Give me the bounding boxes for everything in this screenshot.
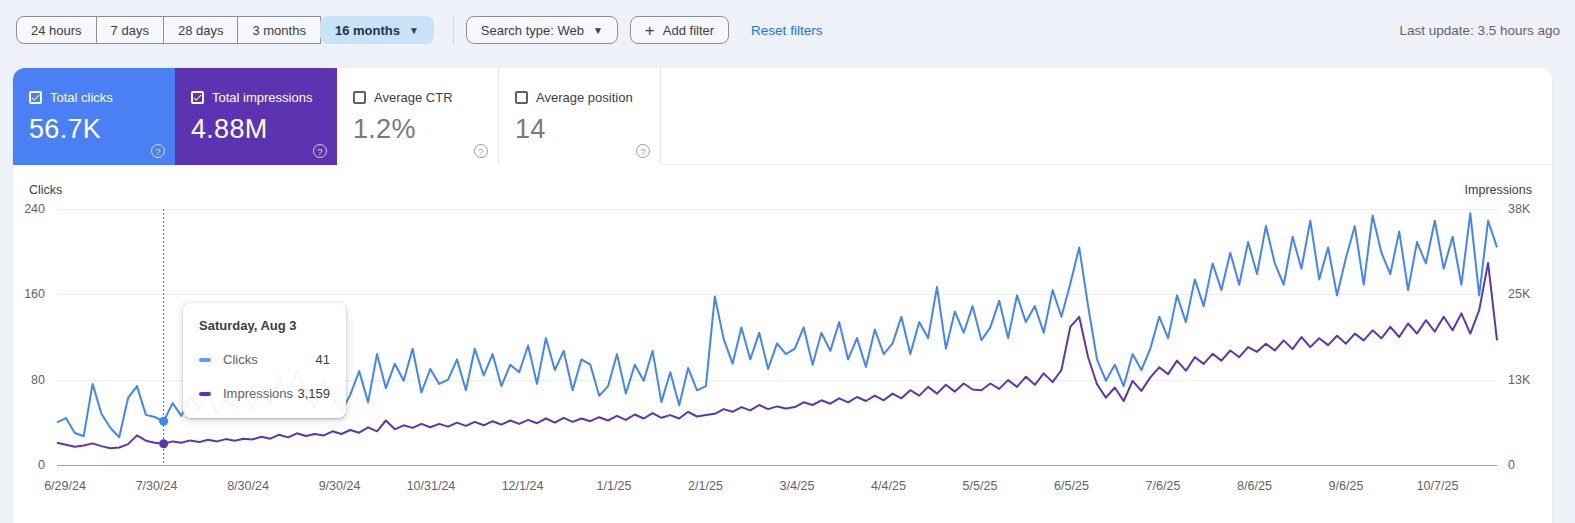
- x-axis-tick: 6/5/25: [1054, 479, 1089, 493]
- date-range-label: 7 days: [111, 23, 149, 38]
- metric-card-header: Average CTR: [353, 90, 498, 105]
- x-axis-tick: 2/1/25: [688, 479, 723, 493]
- right-axis-title: Impressions: [1397, 183, 1532, 197]
- chevron-down-icon: ▼: [593, 25, 603, 36]
- x-axis-tick: 8/6/25: [1237, 479, 1272, 493]
- x-axis-tick: 10/7/25: [1417, 479, 1459, 493]
- metric-label: Total impressions: [212, 90, 312, 105]
- left-axis-tick: 80: [11, 373, 45, 387]
- clicks-hover-dot: [159, 417, 168, 426]
- date-range-3-months[interactable]: 3 months: [237, 16, 320, 44]
- metric-card-header: Total impressions: [191, 90, 337, 105]
- metric-card-average-ctr[interactable]: Average CTR 1.2%?: [337, 68, 499, 165]
- help-icon[interactable]: ?: [474, 144, 488, 158]
- left-axis-tick: 0: [11, 458, 45, 472]
- x-axis-tick: 4/4/25: [871, 479, 906, 493]
- tooltip-value: 3,159: [297, 386, 330, 401]
- date-range-16-months[interactable]: 16 months ▼: [320, 16, 434, 44]
- tooltip-label: Clicks: [223, 352, 316, 367]
- x-axis-tick: 8/30/24: [227, 479, 269, 493]
- right-axis-tick: 0: [1508, 458, 1548, 472]
- x-axis-tick: 6/29/24: [44, 479, 86, 493]
- right-axis-tick: 13K: [1508, 373, 1548, 387]
- metric-card-total-clicks[interactable]: Total clicks 56.7K?: [13, 68, 175, 165]
- date-range-label: 28 days: [178, 23, 224, 38]
- clicks-dash-icon: [199, 358, 211, 362]
- impressions-dash-icon: [199, 392, 211, 396]
- x-axis-tick: 3/4/25: [780, 479, 815, 493]
- x-axis-tick: 9/6/25: [1329, 479, 1364, 493]
- impressions-hover-dot: [159, 439, 168, 448]
- left-axis-tick: 240: [11, 202, 45, 216]
- help-icon[interactable]: ?: [151, 144, 165, 158]
- metric-card-total-impressions[interactable]: Total impressions 4.88M?: [175, 68, 337, 165]
- metric-value: 56.7K: [29, 114, 175, 145]
- checkbox-checked-icon[interactable]: [29, 91, 42, 104]
- add-filter-button[interactable]: + Add filter: [630, 16, 729, 44]
- date-range-label: 16 months: [335, 23, 400, 38]
- metric-card-average-position[interactable]: Average position 14?: [499, 68, 661, 165]
- tooltip-label: Impressions: [223, 386, 297, 401]
- left-axis-title: Clicks: [29, 183, 62, 197]
- checkbox-checked-icon[interactable]: [191, 91, 204, 104]
- metric-label: Average CTR: [374, 90, 453, 105]
- left-axis-tick: 160: [11, 287, 45, 301]
- tooltip-row: Clicks41: [199, 352, 330, 367]
- date-range-label: 3 months: [252, 23, 305, 38]
- search-type-label: Search type: Web: [481, 23, 584, 38]
- date-range-28-days[interactable]: 28 days: [163, 16, 239, 44]
- metric-card-header: Average position: [515, 90, 660, 105]
- x-axis-tick: 1/1/25: [597, 479, 632, 493]
- x-axis-tick: 10/31/24: [407, 479, 456, 493]
- chart-tooltip: Saturday, Aug 3 Clicks41 Impressions3,159: [183, 303, 346, 418]
- metric-value: 4.88M: [191, 114, 337, 145]
- x-axis-tick: 7/6/25: [1146, 479, 1181, 493]
- metric-value: 14: [515, 114, 660, 145]
- toolbar: 24 hours7 days28 days3 months16 months▼ …: [16, 16, 1560, 44]
- performance-chart: 24038K16025K8013K006/29/247/30/248/30/24…: [57, 209, 1497, 465]
- right-axis-tick: 38K: [1508, 202, 1548, 216]
- search-type-dropdown[interactable]: Search type: Web ▼: [466, 16, 618, 44]
- reset-filters-link[interactable]: Reset filters: [751, 23, 822, 38]
- date-range-7-days[interactable]: 7 days: [96, 16, 164, 44]
- tooltip-row: Impressions3,159: [199, 386, 330, 401]
- metric-label: Total clicks: [50, 90, 113, 105]
- add-filter-label: Add filter: [663, 23, 714, 38]
- help-icon[interactable]: ?: [636, 144, 650, 158]
- date-range-label: 24 hours: [31, 23, 82, 38]
- plus-icon: +: [645, 22, 655, 39]
- right-axis-tick: 25K: [1508, 287, 1548, 301]
- help-icon[interactable]: ?: [313, 144, 327, 158]
- metric-value: 1.2%: [353, 114, 498, 145]
- chevron-down-icon: ▼: [409, 25, 419, 36]
- date-range-group: 24 hours 7 days 28 days 3 months 16 months ▼: [16, 16, 434, 44]
- last-update-text: Last update: 3.5 hours ago: [1399, 23, 1560, 38]
- date-range-24-hours[interactable]: 24 hours: [16, 16, 97, 44]
- tooltip-date: Saturday, Aug 3: [199, 318, 330, 333]
- x-axis-line: [57, 465, 1497, 466]
- x-axis-tick: 5/5/25: [963, 479, 998, 493]
- x-axis-tick: 12/1/24: [502, 479, 544, 493]
- tooltip-value: 41: [316, 352, 330, 367]
- metric-label: Average position: [536, 90, 633, 105]
- checkbox-unchecked-icon[interactable]: [353, 91, 366, 104]
- metric-card-header: Total clicks: [29, 90, 175, 105]
- toolbar-divider: [453, 16, 454, 44]
- x-axis-tick: 9/30/24: [319, 479, 361, 493]
- metrics-row: Total clicks 56.7K? Total impressions 4.88M…: [13, 68, 1552, 165]
- checkbox-unchecked-icon[interactable]: [515, 91, 528, 104]
- performance-panel: Total clicks 56.7K? Total impressions 4.88M…: [13, 68, 1552, 523]
- x-axis-tick: 7/30/24: [136, 479, 178, 493]
